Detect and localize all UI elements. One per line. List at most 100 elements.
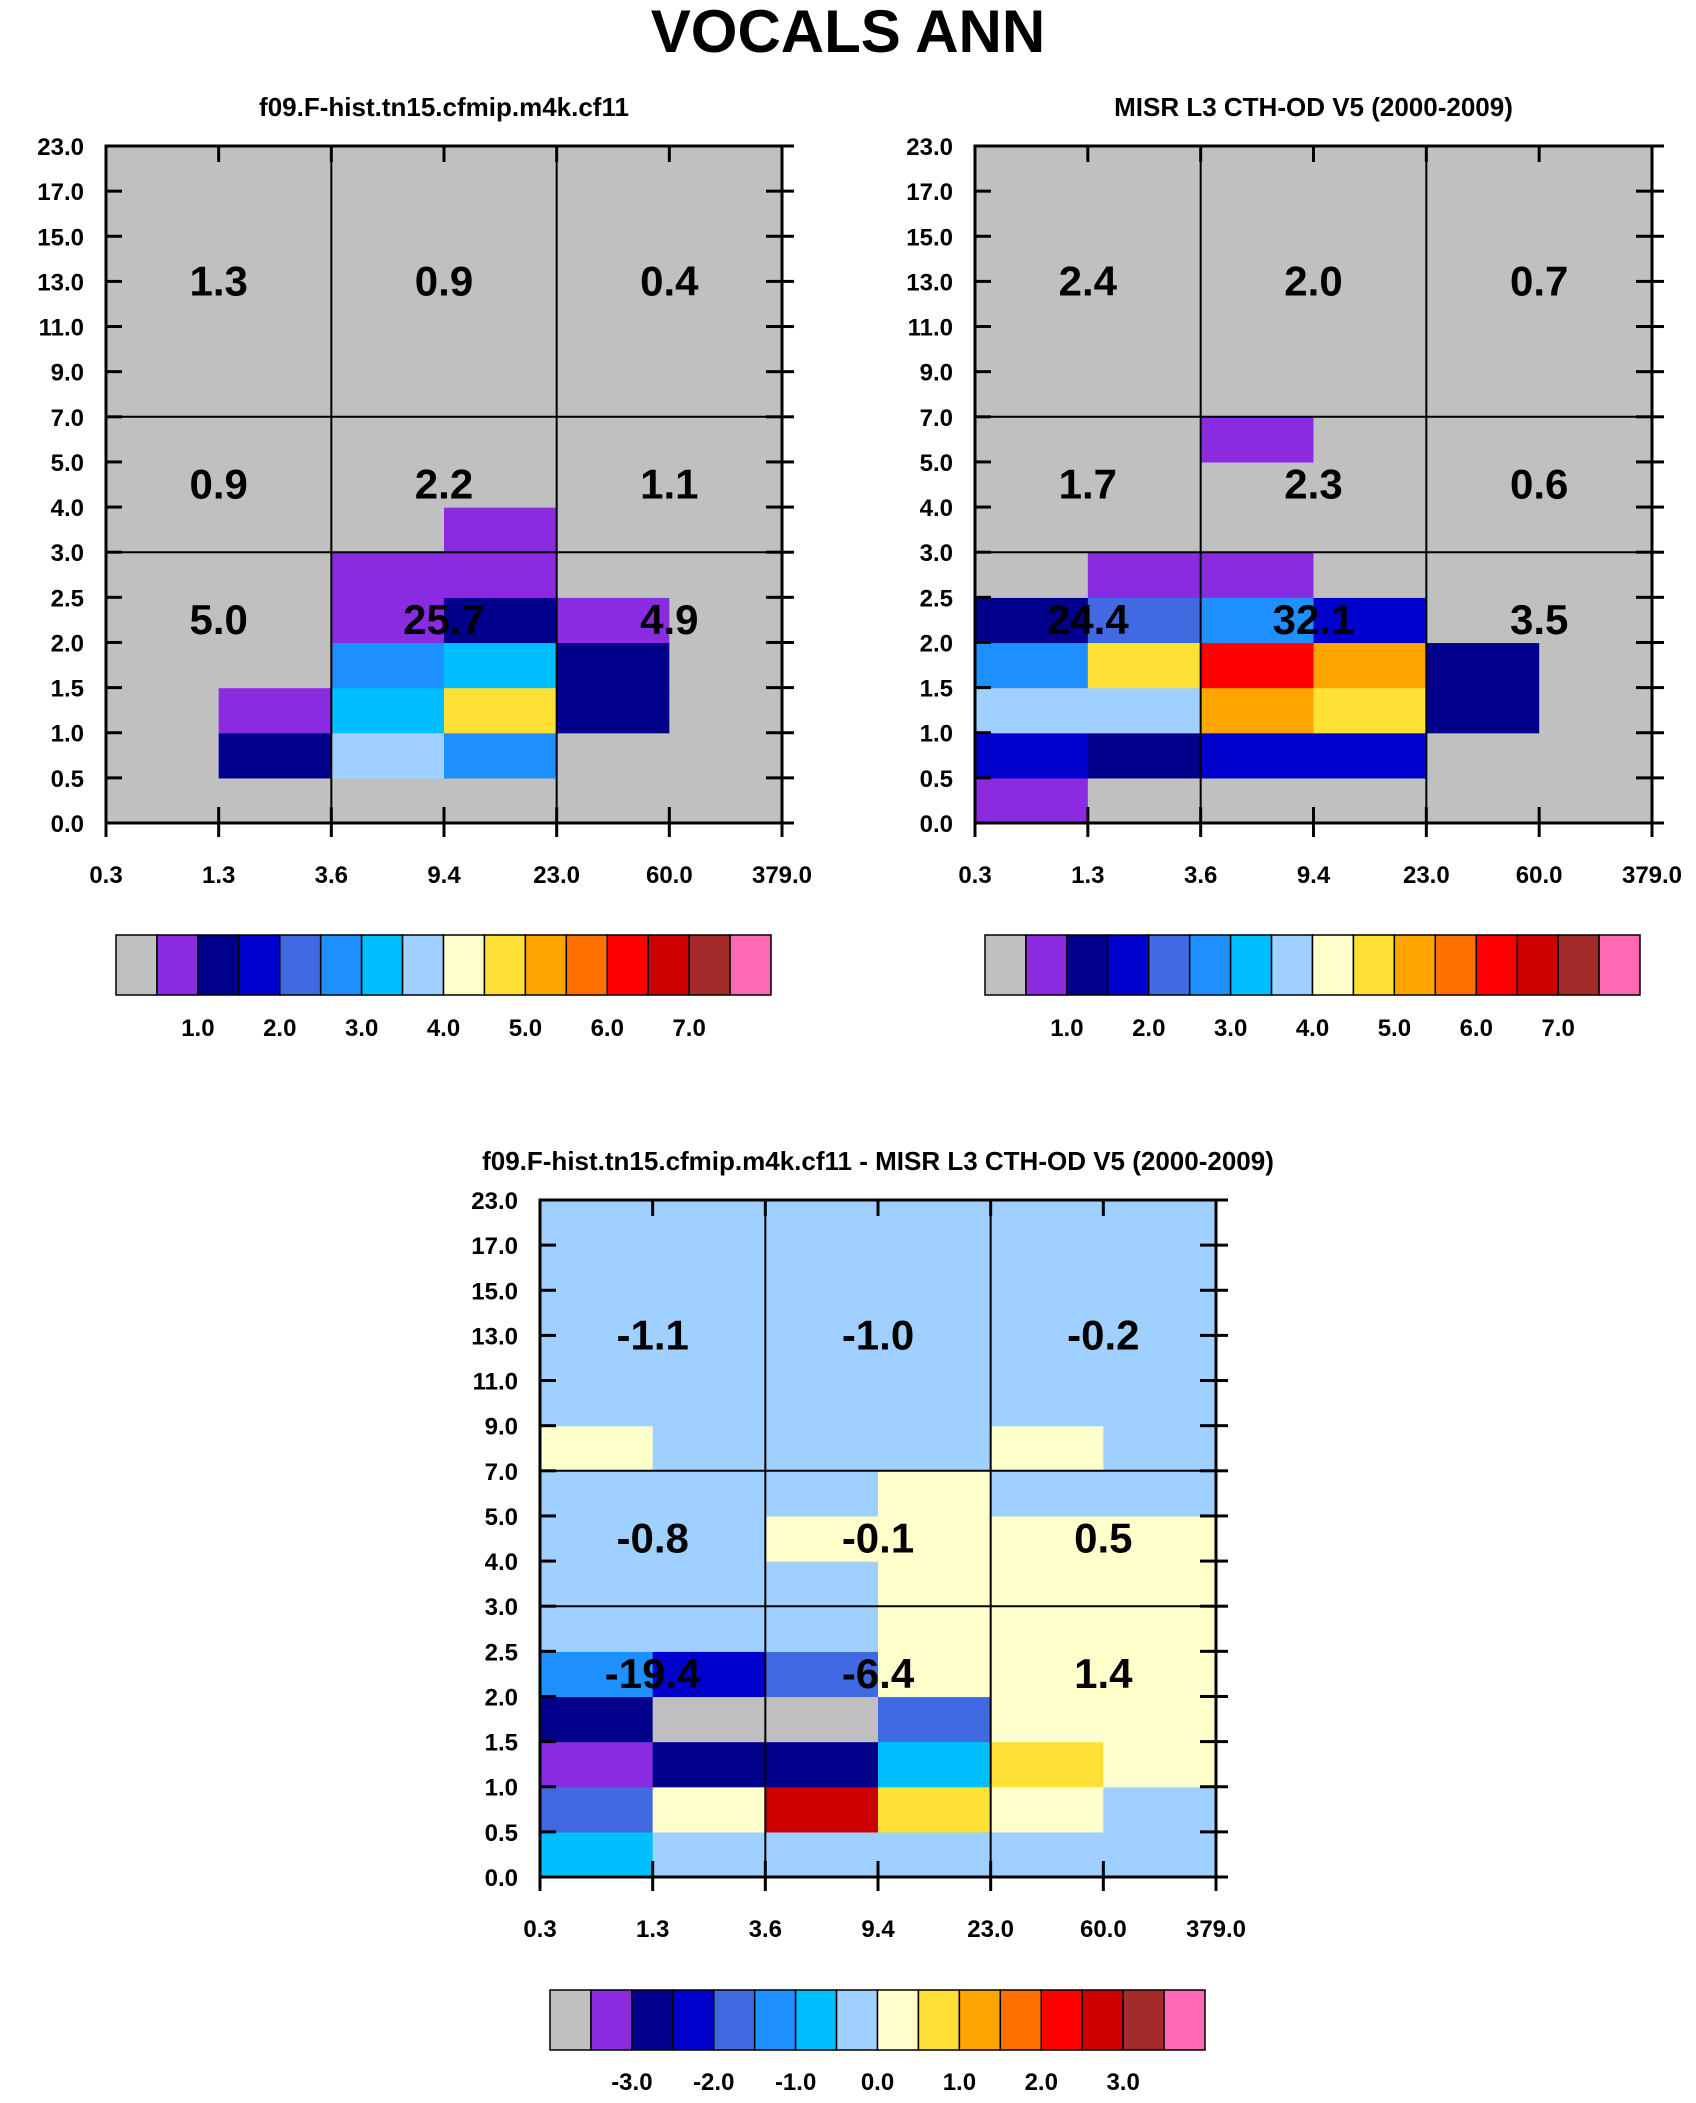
- heatmap-cell: [444, 732, 558, 779]
- y-tick-label: 15.0: [37, 224, 84, 251]
- heatmap-cell: [990, 1606, 1104, 1652]
- heatmap-cell: [1539, 191, 1653, 237]
- heatmap-cell: [1087, 146, 1202, 192]
- heatmap-cell: [990, 1290, 1104, 1336]
- heatmap-cell: [540, 1561, 654, 1607]
- heatmap-cell: [1313, 732, 1427, 779]
- group-total-label: 0.5: [1074, 1515, 1132, 1562]
- legend-label: 0.0: [861, 2069, 894, 2096]
- legend-swatch: [1107, 934, 1150, 996]
- heatmap-cell: [218, 552, 332, 598]
- legend-swatch: [688, 934, 731, 996]
- y-tick-label: 4.0: [485, 1549, 518, 1576]
- heatmap-cell: [556, 371, 670, 418]
- y-tick-label: 1.5: [51, 676, 84, 703]
- heatmap-cell: [652, 1470, 766, 1517]
- group-total-label: 0.7: [1510, 257, 1568, 304]
- heatmap-cell: [1426, 236, 1540, 282]
- heatmap-cell: [1200, 777, 1315, 824]
- group-total-label: 32.1: [1273, 596, 1355, 643]
- heatmap-cell: [990, 1470, 1104, 1517]
- y-tick-label: 9.0: [485, 1414, 518, 1441]
- x-tick-label: 23.0: [967, 1916, 1014, 1943]
- heatmap-cell: [669, 281, 783, 328]
- heatmap-cell: [878, 1561, 992, 1607]
- y-tick-label: 2.0: [485, 1684, 518, 1711]
- group-total-label: -6.4: [842, 1650, 915, 1697]
- group-total-label: 4.9: [640, 596, 698, 643]
- heatmap-cell: [1426, 687, 1540, 734]
- legend-swatch: [1040, 1989, 1083, 2051]
- heatmap-cell: [1087, 597, 1202, 644]
- heatmap-cell: [556, 732, 670, 779]
- x-tick-label: 1.3: [636, 1916, 669, 1943]
- heatmap-cell: [1539, 687, 1653, 734]
- heatmap-cell: [556, 146, 670, 192]
- heatmap-cell: [975, 236, 1089, 282]
- group-total-label: -1.0: [842, 1311, 914, 1358]
- heatmap-cell: [765, 1245, 879, 1291]
- heatmap-cell: [652, 1606, 766, 1652]
- heatmap-cell: [990, 1515, 1104, 1562]
- heatmap-cell: [975, 552, 1089, 598]
- legend-label: 7.0: [1541, 1015, 1574, 1042]
- heatmap-cell: [556, 236, 670, 282]
- heatmap-cell: [444, 461, 558, 508]
- legend-label: 4.0: [1296, 1015, 1329, 1042]
- heatmap-cell: [652, 1561, 766, 1607]
- heatmap-cell: [878, 1380, 992, 1427]
- heatmap-cell: [1103, 1831, 1217, 1878]
- heatmap-cell: [540, 1515, 654, 1562]
- heatmap-cell: [1087, 191, 1202, 237]
- y-tick-label: 2.0: [51, 630, 84, 657]
- heatmap-cell: [1200, 281, 1315, 328]
- heatmap-cell: [1426, 416, 1540, 463]
- legend-label: -3.0: [611, 2069, 652, 2096]
- heatmap-cell: [331, 642, 445, 689]
- chart-diff: f09.F-hist.tn15.cfmip.m4k.cf11 - MISR L3…: [471, 1146, 1274, 2096]
- heatmap-cell: [1426, 146, 1540, 192]
- legend-label: 3.0: [1106, 2069, 1139, 2096]
- heatmap-cell: [878, 1290, 992, 1336]
- legend-swatch: [401, 934, 445, 996]
- heatmap-cell: [765, 1606, 879, 1652]
- legend-swatch: [590, 1989, 633, 2051]
- heatmap-cell: [669, 732, 783, 779]
- heatmap-cell: [765, 1470, 879, 1517]
- heatmap-cell: [331, 371, 445, 418]
- heatmap-cell: [878, 1651, 992, 1698]
- heatmap-cell: [331, 552, 445, 598]
- heatmap-cell: [556, 552, 670, 598]
- heatmap-cell: [878, 1741, 992, 1788]
- heatmap-cell: [556, 416, 670, 463]
- chart-title: f09.F-hist.tn15.cfmip.m4k.cf11 - MISR L3…: [482, 1146, 1274, 1176]
- heatmap-cell: [975, 371, 1089, 418]
- heatmap-cell: [669, 552, 783, 598]
- y-tick-label: 17.0: [906, 179, 953, 206]
- group-total-label: 1.1: [640, 461, 698, 508]
- heatmap-cell: [444, 236, 558, 282]
- heatmap-cell: [990, 1561, 1104, 1607]
- x-tick-label: 60.0: [1080, 1916, 1127, 1943]
- heatmap-cell: [556, 461, 670, 508]
- heatmap-cell: [218, 642, 332, 689]
- heatmap-cell: [1313, 597, 1427, 644]
- heatmap-cell: [444, 191, 558, 237]
- heatmap-cell: [106, 777, 220, 824]
- y-tick-label: 17.0: [37, 179, 84, 206]
- heatmap-cell: [1539, 507, 1653, 553]
- heatmap-cell: [1200, 371, 1315, 418]
- legend-swatch: [958, 1989, 1002, 2051]
- heatmap-cell: [1103, 1651, 1217, 1698]
- heatmap-cell: [652, 1786, 766, 1833]
- heatmap-cell: [331, 146, 445, 192]
- heatmap-cell: [669, 371, 783, 418]
- heatmap-cell: [218, 461, 332, 508]
- y-tick-label: 13.0: [471, 1323, 518, 1350]
- legend-label: 1.0: [181, 1015, 214, 1042]
- heatmap-cell: [975, 507, 1089, 553]
- heatmap-cell: [1426, 642, 1540, 689]
- heatmap-cell: [444, 687, 558, 734]
- heatmap-cell: [444, 416, 558, 463]
- heatmap-cell: [556, 597, 670, 644]
